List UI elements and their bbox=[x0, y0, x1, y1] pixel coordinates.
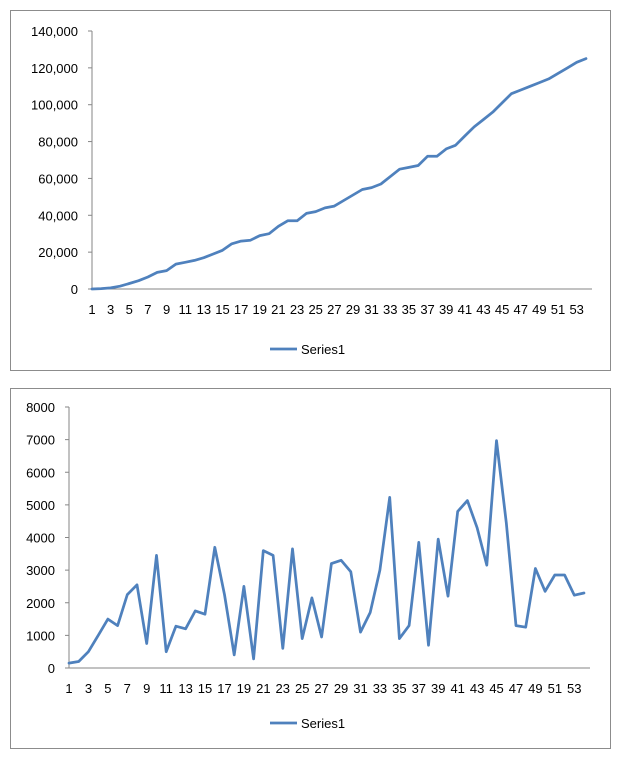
y-tick-label: 20,000 bbox=[38, 245, 78, 260]
y-tick-label: 5000 bbox=[26, 498, 55, 513]
legend-label: Series1 bbox=[301, 342, 345, 357]
x-tick-label: 1 bbox=[65, 681, 72, 696]
x-tick-label: 25 bbox=[308, 302, 322, 317]
y-tick-label: 7000 bbox=[26, 433, 55, 448]
x-tick-label: 39 bbox=[439, 302, 453, 317]
x-tick-label: 3 bbox=[107, 302, 114, 317]
x-tick-label: 47 bbox=[514, 302, 528, 317]
x-tick-label: 49 bbox=[532, 302, 546, 317]
x-tick-label: 49 bbox=[528, 681, 542, 696]
x-tick-label: 33 bbox=[373, 681, 387, 696]
x-tick-label: 11 bbox=[178, 302, 192, 317]
x-tick-label: 17 bbox=[234, 302, 248, 317]
x-tick-label: 51 bbox=[548, 681, 562, 696]
x-tick-label: 5 bbox=[126, 302, 133, 317]
y-tick-label: 40,000 bbox=[38, 208, 78, 223]
x-tick-label: 41 bbox=[458, 302, 472, 317]
x-tick-label: 21 bbox=[271, 302, 285, 317]
x-tick-label: 35 bbox=[392, 681, 406, 696]
x-tick-label: 15 bbox=[215, 302, 229, 317]
chart-1-svg: 0 20,000 40,000 60,000 80,000 100,000 120,000 1… bbox=[31, 24, 592, 357]
x-tick-label: 43 bbox=[470, 681, 484, 696]
y-tick-label: 0 bbox=[71, 282, 78, 297]
x-tick-label: 25 bbox=[295, 681, 309, 696]
y-tick-label: 1000 bbox=[26, 628, 55, 643]
x-tick-label: 7 bbox=[144, 302, 151, 317]
x-tick-label: 7 bbox=[124, 681, 131, 696]
y-tick-label: 60,000 bbox=[38, 171, 78, 186]
x-tick-label: 45 bbox=[489, 681, 503, 696]
x-tick-label: 29 bbox=[346, 302, 360, 317]
x-tick-label: 9 bbox=[143, 681, 150, 696]
x-tick-label: 37 bbox=[420, 302, 434, 317]
series-line bbox=[90, 57, 588, 291]
x-tick-label: 29 bbox=[334, 681, 348, 696]
x-tick-label: 51 bbox=[551, 302, 565, 317]
x-tick-label: 17 bbox=[217, 681, 231, 696]
legend-label: Series1 bbox=[301, 716, 345, 731]
x-tick-label: 37 bbox=[412, 681, 426, 696]
x-tick-label: 15 bbox=[198, 681, 212, 696]
x-tick-label: 31 bbox=[364, 302, 378, 317]
x-tick-label: 19 bbox=[237, 681, 251, 696]
x-tick-label: 41 bbox=[450, 681, 464, 696]
x-tick-label: 19 bbox=[253, 302, 267, 317]
x-tick-label: 35 bbox=[402, 302, 416, 317]
legend: Series1 bbox=[270, 716, 345, 731]
x-tick-label: 53 bbox=[567, 681, 581, 696]
legend: Series1 bbox=[270, 342, 345, 357]
y-tick-label: 100,000 bbox=[31, 98, 78, 113]
x-tick-label: 33 bbox=[383, 302, 397, 317]
y-tick-label: 8000 bbox=[26, 400, 55, 415]
x-tick-label: 23 bbox=[276, 681, 290, 696]
weekly-line-chart: 0 1000 2000 3000 4000 5000 6000 7000 8000 1 3 5 7 9 11… bbox=[10, 388, 611, 749]
x-tick-label: 9 bbox=[163, 302, 170, 317]
x-tick-label: 13 bbox=[178, 681, 192, 696]
cumulative-line-chart: 0 20,000 40,000 60,000 80,000 100,000 120,000 1… bbox=[10, 10, 611, 371]
x-tick-label: 43 bbox=[476, 302, 490, 317]
x-tick-label: 3 bbox=[85, 681, 92, 696]
y-tick-label: 6000 bbox=[26, 465, 55, 480]
x-tick-label: 13 bbox=[197, 302, 211, 317]
y-tick-label: 140,000 bbox=[31, 24, 78, 39]
y-tick-label: 80,000 bbox=[38, 135, 78, 150]
x-tick-label: 39 bbox=[431, 681, 445, 696]
y-tick-label: 4000 bbox=[26, 531, 55, 546]
series-line bbox=[67, 439, 586, 665]
y-tick-label: 2000 bbox=[26, 596, 55, 611]
y-tick-label: 0 bbox=[48, 661, 55, 676]
y-tick-label: 3000 bbox=[26, 563, 55, 578]
x-tick-label: 1 bbox=[88, 302, 95, 317]
x-tick-label: 31 bbox=[353, 681, 367, 696]
x-tick-label: 11 bbox=[159, 681, 173, 696]
x-tick-label: 27 bbox=[327, 302, 341, 317]
x-tick-label: 45 bbox=[495, 302, 509, 317]
x-tick-label: 53 bbox=[569, 302, 583, 317]
x-tick-label: 27 bbox=[314, 681, 328, 696]
x-tick-label: 21 bbox=[256, 681, 270, 696]
x-tick-label: 47 bbox=[509, 681, 523, 696]
y-tick-label: 120,000 bbox=[31, 61, 78, 76]
x-tick-label: 23 bbox=[290, 302, 304, 317]
x-tick-label: 5 bbox=[104, 681, 111, 696]
